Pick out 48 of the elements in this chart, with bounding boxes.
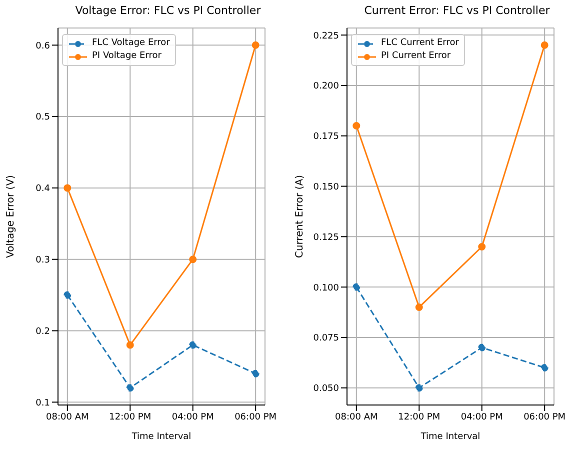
x-tick-label: 06:00 PM — [234, 412, 277, 422]
x-axis-title: Time Interval — [130, 432, 192, 442]
x-tick-label: 12:00 PM — [109, 412, 152, 422]
y-tick-label: 0.5 — [36, 112, 50, 123]
y-tick-label: 0.125 — [313, 232, 339, 243]
x-tick-label: 06:00 PM — [524, 412, 566, 422]
point — [415, 303, 423, 311]
point — [64, 184, 72, 192]
point — [126, 384, 134, 392]
y-tick-label: 0.1 — [36, 398, 50, 408]
legend-label: FLC Current Error — [381, 37, 459, 50]
y-tick-label: 0.2 — [36, 326, 50, 337]
point — [478, 242, 486, 250]
y-tick-label: 0.4 — [36, 184, 50, 194]
x-tick-label: 04:00 PM — [172, 412, 214, 422]
x-axis-title: Time Interval — [420, 432, 480, 442]
point — [252, 41, 260, 49]
y-axis-title: Voltage Error (V) — [6, 174, 17, 258]
point — [64, 291, 72, 299]
x-tick-label: 08:00 AM — [46, 412, 89, 422]
x-tick-label: 08:00 AM — [335, 412, 378, 422]
point — [189, 341, 197, 349]
point — [252, 370, 260, 378]
point — [540, 41, 548, 49]
point — [540, 364, 548, 372]
point — [478, 344, 486, 352]
legend-label: FLC Voltage Error — [92, 37, 170, 50]
y-tick-label: 0.100 — [313, 283, 340, 294]
point — [189, 256, 197, 264]
legend-label: PI Current Error — [381, 50, 451, 63]
y-axis-title: Current Error (A) — [294, 174, 306, 258]
legend-label: PI Voltage Error — [92, 50, 162, 63]
point — [415, 384, 423, 392]
y-tick-label: 0.200 — [313, 82, 340, 92]
point — [352, 122, 360, 130]
y-tick-label: 0.175 — [313, 132, 339, 142]
y-tick-label: 0.3 — [36, 256, 50, 266]
y-tick-label: 0.6 — [36, 41, 50, 52]
y-tick-label: 0.150 — [313, 182, 340, 192]
x-tick-label: 04:00 PM — [460, 412, 503, 422]
point — [352, 283, 360, 291]
y-tick-label: 0.225 — [313, 31, 339, 42]
chart-title: Current Error: FLC vs PI Controller — [363, 4, 551, 17]
y-tick-label: 0.050 — [313, 384, 340, 394]
point — [126, 341, 134, 349]
y-tick-label: 0.075 — [313, 334, 339, 344]
x-tick-label: 12:00 PM — [398, 412, 440, 422]
chart-title: Voltage Error: FLC vs PI Controller — [74, 4, 262, 17]
